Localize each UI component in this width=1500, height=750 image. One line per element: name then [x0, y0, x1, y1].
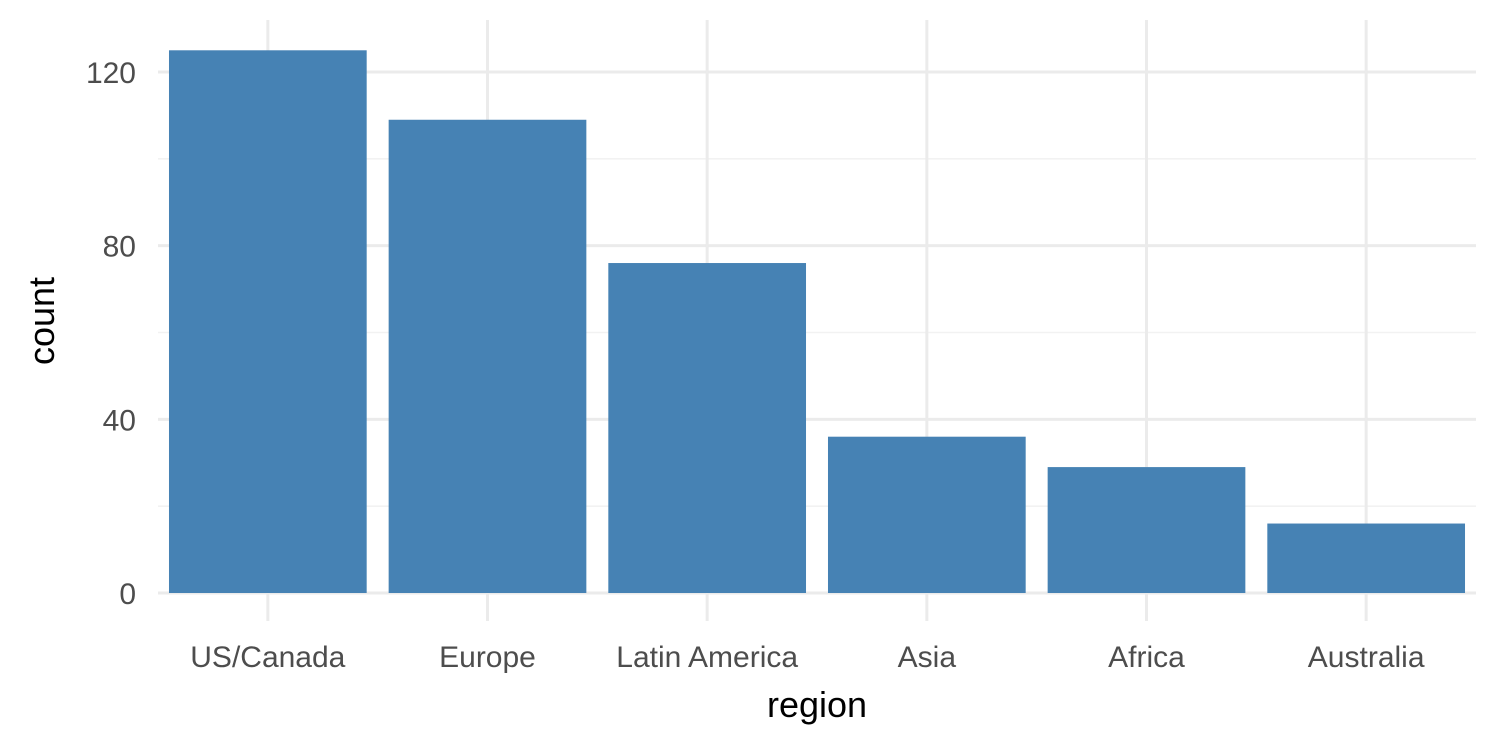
y-axis-title: count [21, 277, 62, 365]
y-tick-labels: 0 40 80 120 [86, 57, 136, 611]
bar [168, 50, 367, 593]
y-tick-label: 80 [103, 231, 136, 264]
bar [827, 436, 1026, 593]
x-tick-label: US/Canada [190, 641, 345, 674]
y-tick-label: 40 [103, 404, 136, 437]
x-tick-labels: US/Canada Europe Latin America Asia Africa Au… [190, 641, 1425, 674]
bar-layer [168, 50, 1466, 593]
y-tick-label: 120 [86, 57, 136, 90]
grid-layer [158, 20, 1476, 621]
y-tick-label: 0 [119, 578, 136, 611]
x-tick-label: Africa [1108, 641, 1185, 674]
bar [608, 263, 807, 593]
bar [388, 119, 587, 593]
bar [1047, 467, 1246, 593]
x-tick-label: Latin America [616, 641, 798, 674]
bar [1267, 523, 1466, 593]
x-tick-label: Asia [898, 641, 957, 674]
x-tick-label: Europe [439, 641, 536, 674]
x-tick-label: Australia [1308, 641, 1425, 674]
x-axis-title: region [767, 684, 867, 725]
